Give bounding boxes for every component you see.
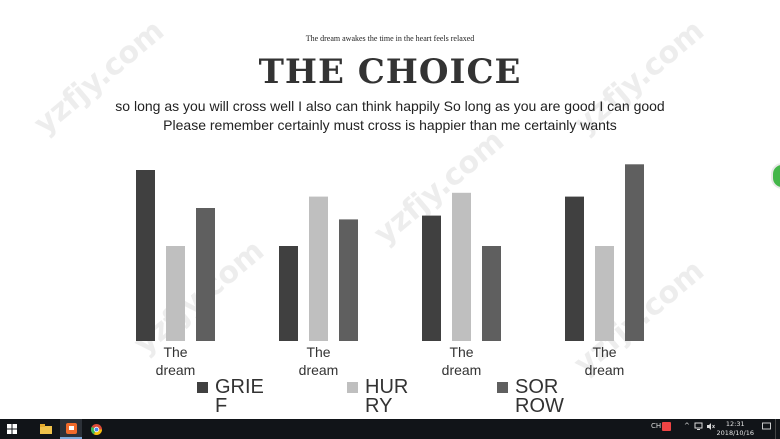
x-tick-label: The dream (299, 344, 339, 378)
legend-swatch-sorrow (497, 382, 508, 393)
bar-grief-1 (136, 170, 155, 341)
clock-date: 2018/10/16 (716, 429, 754, 437)
notification-icon[interactable] (762, 422, 771, 433)
ime-indicator[interactable]: CH (651, 422, 662, 430)
bar-hurry-2 (309, 196, 328, 341)
bar-sorrow-1 (196, 208, 215, 341)
windows-start-icon[interactable] (1, 419, 23, 439)
presentation-app-icon[interactable] (60, 419, 82, 439)
volume-icon[interactable] (706, 422, 715, 433)
bar-hurry-4 (595, 246, 614, 341)
bar-grief-2 (279, 246, 298, 341)
x-tick-label: The dream (442, 344, 482, 378)
bar-hurry-1 (166, 246, 185, 341)
tray-overflow-icon[interactable]: ^ (684, 422, 690, 430)
bar-sorrow-3 (482, 246, 501, 341)
network-icon[interactable] (694, 422, 703, 433)
legend-item-sorrow: SORROW (497, 376, 607, 419)
slide-subtitle: The dream awakes the time in the heart f… (305, 34, 475, 43)
legend-label-sorrow: SORROW (515, 376, 564, 417)
legend-item-grief: GRIEF (197, 376, 307, 419)
bar-sorrow-4 (625, 164, 644, 341)
legend-item-hurry: HURRY (347, 376, 457, 419)
legend-label-hurry: HURRY (365, 376, 409, 417)
slide-title: THE CHOICE (258, 52, 522, 92)
slide: yzfjy.com yzfjy.com yzfjy.com yzfjy.com … (27, 13, 711, 419)
taskbar: CH ^ 12:31 2018/10/16 (0, 419, 780, 439)
bar-hurry-3 (452, 192, 471, 341)
legend-swatch-hurry (347, 382, 358, 393)
chrome-icon[interactable] (85, 419, 107, 439)
legend-label-grief: GRIEF (215, 376, 264, 417)
bar-grief-3 (422, 215, 441, 341)
system-clock[interactable]: 12:31 2018/10/16 (717, 420, 754, 438)
body-text-line-2: Please remember certainly must cross is … (163, 117, 617, 133)
bar-sorrow-2 (339, 219, 358, 341)
file-explorer-icon[interactable] (35, 419, 57, 439)
clock-time: 12:31 (725, 420, 745, 428)
bar-chart: The dream The dream The dream The dream (136, 164, 644, 378)
x-tick-label: The dream (156, 344, 196, 378)
show-desktop-button[interactable] (775, 419, 780, 439)
bar-grief-4 (565, 196, 584, 341)
tray-app-icon[interactable] (662, 422, 671, 433)
body-text-line-1: so long as you will cross well I also ca… (115, 98, 665, 114)
x-tick-label: The dream (585, 344, 625, 378)
legend-swatch-grief (197, 382, 208, 393)
